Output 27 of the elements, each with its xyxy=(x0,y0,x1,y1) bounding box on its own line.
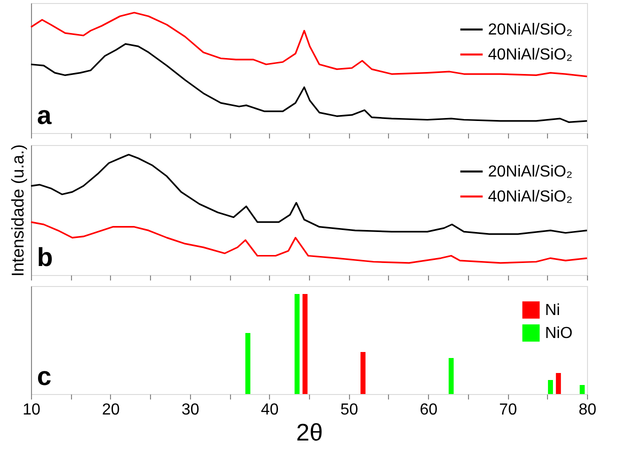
bar xyxy=(580,385,585,394)
x-tick-label: 50 xyxy=(340,402,358,418)
x-tick-label: 80 xyxy=(578,402,596,418)
annotation: a xyxy=(37,100,52,130)
bar xyxy=(360,352,366,394)
legend-label: 40NiAl/SiO₂ xyxy=(488,188,572,206)
x-axis-title: 2θ xyxy=(296,420,323,446)
legend-label: 20NiAl/SiO₂ xyxy=(488,22,572,38)
legend-label: NiO xyxy=(545,325,573,342)
bar xyxy=(302,294,308,394)
annotation: c xyxy=(37,361,52,391)
annotation: b xyxy=(37,242,53,272)
x-tick-label: 40 xyxy=(260,402,279,418)
x-tick-label: 30 xyxy=(181,402,200,418)
bar xyxy=(556,373,561,394)
bar xyxy=(245,333,250,394)
bar xyxy=(294,294,300,394)
legend-label: 20NiAl/SiO₂ xyxy=(488,164,572,180)
x-tick-label: 60 xyxy=(420,402,438,418)
bar xyxy=(448,358,454,394)
x-tick-label: 20 xyxy=(102,402,120,418)
x-tick-label: 70 xyxy=(499,402,518,418)
bar xyxy=(548,380,553,394)
x-tick-label: 10 xyxy=(22,402,40,418)
legend-label: 40NiAl/SiO₂ xyxy=(488,46,572,64)
legend-label: Ni xyxy=(545,302,560,319)
y-axis-title: Intensidade (u.a.) xyxy=(8,144,28,277)
